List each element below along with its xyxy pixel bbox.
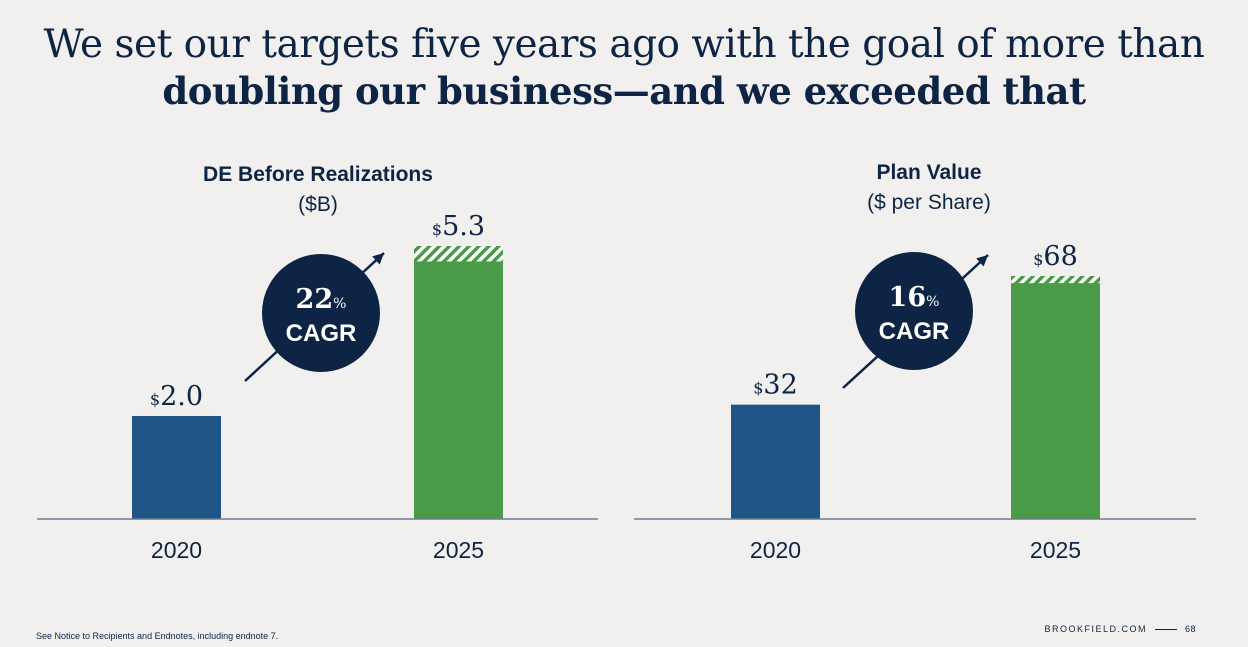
chart-1-heading: DE Before Realizations ($B) [118, 160, 518, 220]
bar-hatched-top [1011, 276, 1100, 284]
bar-value-label: $32 [753, 370, 798, 401]
category-label: 2020 [151, 537, 202, 563]
bar-2025 [414, 246, 503, 519]
cagr-label: CAGR [879, 318, 950, 345]
cagr-value: 22% [296, 284, 347, 315]
cagr-badge [855, 252, 973, 370]
chart-2-subtitle: ($ per Share) [867, 191, 991, 214]
chart-2-title: Plan Value [876, 161, 982, 184]
slide-title: We set our targets five years ago with t… [0, 22, 1248, 114]
bar-value-label: $68 [1033, 241, 1078, 272]
cagr-arrow-head [372, 253, 384, 265]
cagr-label: CAGR [286, 320, 357, 347]
cagr-arrow-head [976, 255, 988, 267]
footer-divider [1154, 628, 1177, 630]
bar-2020 [731, 404, 820, 519]
chart-2-heading: Plan Value ($ per Share) [729, 158, 1129, 218]
cagr-badge [262, 254, 380, 372]
bar-value-label: $2.0 [150, 381, 203, 412]
footnote: See Notice to Recipients and Endnotes, i… [36, 631, 279, 641]
title-line-1: We set our targets five years ago with t… [43, 22, 1205, 67]
footer-brand: BROOKFIELD.COM 68 [1044, 624, 1196, 634]
bar-value-label: $5.3 [432, 211, 485, 242]
page-number: 68 [1184, 624, 1196, 634]
bar-hatched-top [414, 246, 503, 262]
bar-2020 [132, 415, 221, 519]
chart-1-subtitle: ($B) [298, 193, 338, 216]
category-label: 2025 [1030, 537, 1081, 563]
category-label: 2025 [433, 537, 484, 563]
category-label: 2020 [750, 537, 801, 563]
cagr-value: 16% [889, 282, 940, 313]
chart-1-title: DE Before Realizations [203, 163, 433, 186]
bar-2025 [1011, 276, 1100, 519]
brand-text[interactable]: BROOKFIELD.COM [1044, 624, 1147, 634]
title-line-2: doubling our business—and we exceeded th… [162, 69, 1086, 113]
